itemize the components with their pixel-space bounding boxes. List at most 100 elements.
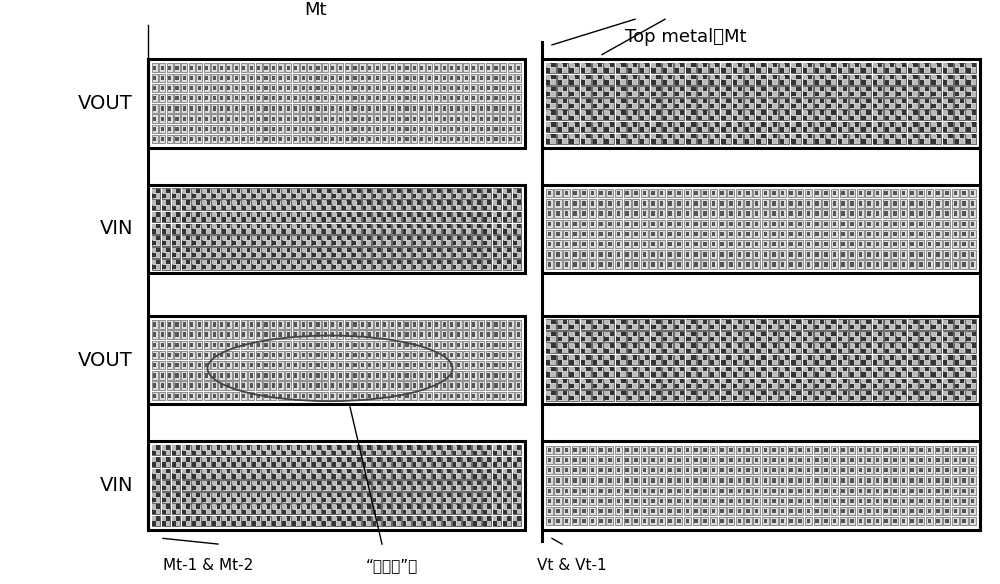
Bar [971,221,974,226]
Bar [931,139,936,144]
Bar [943,199,950,207]
Bar [317,522,321,526]
Bar [497,516,501,520]
Bar [397,463,401,467]
Bar [616,75,626,85]
Bar [152,230,156,234]
Bar [205,384,208,388]
Bar [686,211,689,215]
Bar [196,206,200,210]
Bar [156,194,160,198]
Bar [710,497,717,505]
Bar [883,189,890,197]
Bar [798,201,802,206]
Bar [502,343,505,347]
Bar [720,242,724,246]
Bar [292,265,296,269]
Bar [166,498,170,502]
Bar [966,92,971,96]
Bar [902,384,906,388]
Bar [189,331,195,339]
Bar [507,212,511,217]
Bar [928,509,931,513]
Bar [473,241,477,245]
Bar [166,200,170,205]
Bar [302,343,305,347]
Bar [389,114,395,123]
Bar [750,396,754,400]
Bar [966,320,971,324]
Bar [270,64,276,72]
Bar [663,110,667,115]
Bar [710,355,714,360]
Bar [826,63,831,68]
Bar [867,201,871,206]
Bar [697,75,708,85]
Bar [432,457,441,467]
Bar [432,200,441,210]
Bar [156,189,160,193]
Bar [546,337,550,341]
Bar [891,497,898,505]
Bar [309,86,312,90]
Bar [407,510,411,514]
Bar [507,265,511,269]
Bar [205,76,208,80]
Bar [580,446,587,454]
Bar [368,96,371,100]
Bar [232,189,236,193]
Bar [500,351,506,359]
Bar [645,127,649,132]
Bar [337,241,341,245]
Bar [402,468,411,479]
Bar [865,446,873,454]
Bar [472,200,481,210]
Bar [294,353,297,357]
Bar [331,394,334,398]
Bar [387,498,391,502]
Bar [212,230,216,234]
Bar [633,343,637,348]
Bar [242,363,245,367]
Bar [866,63,871,68]
Bar [437,200,441,205]
Bar [472,504,481,515]
Bar [736,507,743,515]
Bar [508,392,514,400]
Bar [831,87,836,91]
Bar [693,477,700,485]
Bar [226,114,232,123]
Bar [161,86,164,90]
Bar [515,105,521,113]
Bar [840,220,847,228]
Bar [182,516,186,520]
Bar [651,355,661,365]
Bar [919,367,930,377]
Bar [843,349,847,353]
Bar [497,486,501,491]
Bar [791,390,801,401]
Bar [257,106,260,110]
Bar [374,64,380,72]
Bar [554,477,562,485]
Bar [709,62,719,73]
Bar [465,86,468,90]
Bar [698,396,702,400]
Bar [855,384,859,388]
Bar [833,242,836,246]
Bar [928,519,931,523]
Bar [840,507,847,515]
Bar [814,230,821,238]
Bar [632,517,639,526]
Bar [563,134,567,138]
Bar [651,519,655,523]
Bar [300,331,306,339]
Bar [482,200,491,210]
Bar [398,353,401,357]
Bar [768,75,772,79]
Bar [803,355,807,360]
Bar [831,110,836,115]
Bar [920,68,924,72]
Bar [307,361,314,369]
Bar [764,211,767,215]
